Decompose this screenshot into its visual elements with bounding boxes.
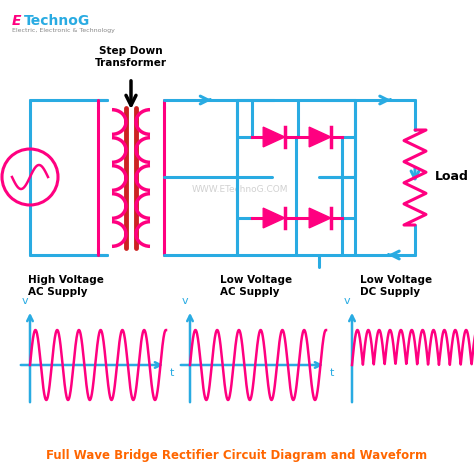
Text: t: t: [330, 368, 334, 378]
Polygon shape: [309, 208, 331, 228]
Text: High Voltage
AC Supply: High Voltage AC Supply: [28, 275, 104, 297]
Polygon shape: [309, 127, 331, 147]
Text: v: v: [182, 296, 188, 306]
Text: t: t: [170, 368, 174, 378]
Text: Electric, Electronic & Technology: Electric, Electronic & Technology: [12, 28, 115, 33]
Text: TechnoG: TechnoG: [24, 14, 90, 28]
Text: v: v: [343, 296, 350, 306]
Text: v: v: [21, 296, 28, 306]
Text: E: E: [12, 14, 21, 28]
Text: Full Wave Bridge Rectifier Circuit Diagram and Waveform: Full Wave Bridge Rectifier Circuit Diagr…: [46, 449, 428, 463]
Polygon shape: [263, 127, 285, 147]
Polygon shape: [263, 208, 285, 228]
Text: Low Voltage
AC Supply: Low Voltage AC Supply: [220, 275, 292, 297]
Text: Load: Load: [435, 171, 469, 183]
Text: Step Down
Transformer: Step Down Transformer: [95, 46, 167, 68]
Text: Low Voltage
DC Supply: Low Voltage DC Supply: [360, 275, 432, 297]
Text: WWW.ETechnoG.COM: WWW.ETechnoG.COM: [192, 185, 288, 194]
